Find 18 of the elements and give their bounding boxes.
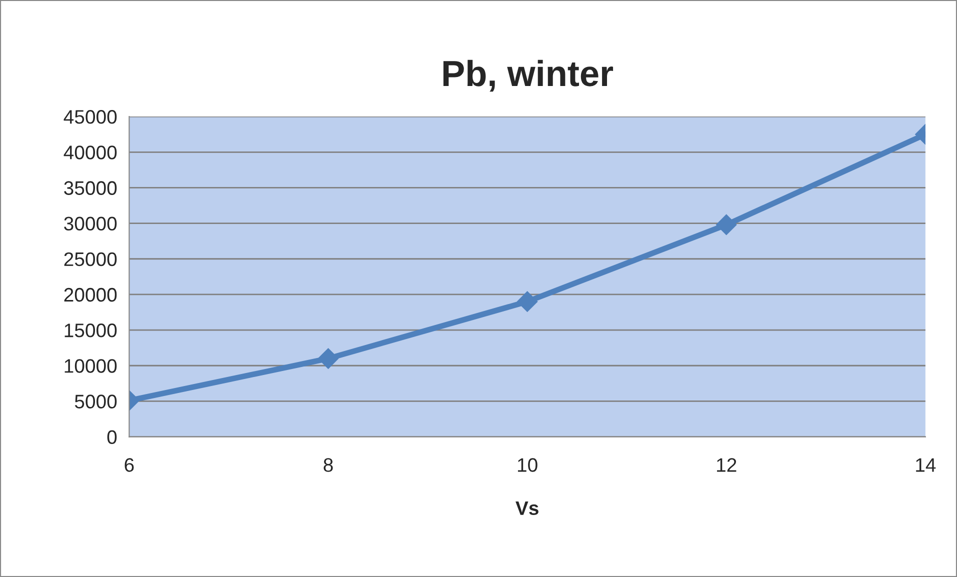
y-tick-label: 25000 — [64, 252, 117, 266]
y-tick-label: 5000 — [74, 394, 117, 408]
x-tick-label: 10 — [518, 458, 538, 472]
x-tick-label: 8 — [324, 458, 333, 472]
y-tick-label: 0 — [107, 430, 117, 444]
chart-title: Pb, winter — [443, 60, 614, 92]
x-tick-label: 6 — [124, 458, 134, 472]
y-tick-label: 30000 — [64, 216, 117, 231]
y-tick-label: 10000 — [64, 359, 117, 373]
y-tick-label: 45000 — [64, 110, 117, 124]
y-tick-label: 40000 — [64, 146, 117, 160]
x-tick-label: 12 — [717, 458, 736, 472]
y-tick-label: 35000 — [64, 181, 117, 195]
x-tick-label: 14 — [916, 458, 936, 472]
y-tick-label: 20000 — [64, 288, 117, 302]
x-axis-title: Vs — [516, 501, 538, 516]
point — [516, 291, 538, 312]
y-tick-label: 15000 — [64, 324, 117, 338]
